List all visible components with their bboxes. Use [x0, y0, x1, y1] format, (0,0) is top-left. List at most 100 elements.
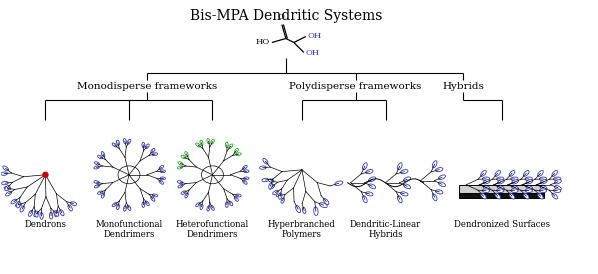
Text: Dendrons: Dendrons: [25, 219, 66, 229]
Ellipse shape: [185, 152, 188, 157]
Ellipse shape: [509, 193, 515, 199]
Ellipse shape: [260, 166, 266, 169]
Ellipse shape: [539, 177, 547, 181]
Ellipse shape: [34, 211, 38, 217]
Ellipse shape: [481, 193, 486, 199]
Ellipse shape: [398, 196, 402, 203]
Bar: [459, 185, 544, 193]
Ellipse shape: [20, 206, 25, 212]
Ellipse shape: [211, 206, 214, 210]
Ellipse shape: [94, 181, 99, 184]
Ellipse shape: [495, 193, 501, 199]
Ellipse shape: [142, 202, 145, 207]
Ellipse shape: [526, 185, 533, 190]
Ellipse shape: [314, 207, 318, 215]
Ellipse shape: [279, 193, 282, 199]
Ellipse shape: [97, 191, 103, 194]
Ellipse shape: [324, 199, 329, 205]
Ellipse shape: [3, 166, 8, 171]
Ellipse shape: [281, 198, 285, 203]
Ellipse shape: [512, 179, 518, 184]
Text: Bis-MPA Dendritic Systems: Bis-MPA Dendritic Systems: [190, 9, 382, 23]
Ellipse shape: [200, 140, 203, 145]
Ellipse shape: [483, 189, 490, 192]
Ellipse shape: [229, 201, 233, 206]
Ellipse shape: [71, 202, 77, 206]
Ellipse shape: [525, 177, 532, 181]
Ellipse shape: [435, 190, 443, 194]
Ellipse shape: [178, 166, 183, 169]
Ellipse shape: [270, 184, 274, 189]
Ellipse shape: [101, 193, 105, 198]
Text: Polydisperse frameworks: Polydisperse frameworks: [289, 82, 422, 91]
Ellipse shape: [366, 192, 373, 196]
Ellipse shape: [50, 212, 53, 219]
Ellipse shape: [362, 196, 367, 203]
Ellipse shape: [538, 193, 543, 199]
Ellipse shape: [145, 201, 150, 206]
Ellipse shape: [196, 203, 200, 207]
Ellipse shape: [5, 191, 11, 196]
Ellipse shape: [1, 172, 7, 175]
Ellipse shape: [54, 210, 58, 217]
Ellipse shape: [401, 170, 408, 174]
Ellipse shape: [34, 211, 39, 217]
Ellipse shape: [94, 166, 99, 169]
Ellipse shape: [362, 163, 367, 170]
Ellipse shape: [152, 153, 158, 156]
Ellipse shape: [4, 187, 11, 190]
Ellipse shape: [5, 185, 10, 191]
Ellipse shape: [151, 149, 155, 153]
Ellipse shape: [123, 206, 126, 211]
Ellipse shape: [142, 142, 145, 148]
Ellipse shape: [243, 177, 249, 180]
Ellipse shape: [225, 202, 228, 207]
Text: Hybrids: Hybrids: [442, 82, 484, 91]
Ellipse shape: [368, 184, 376, 189]
Ellipse shape: [60, 210, 64, 216]
Ellipse shape: [101, 152, 105, 157]
Ellipse shape: [368, 177, 376, 182]
Ellipse shape: [404, 177, 411, 182]
Ellipse shape: [483, 177, 490, 181]
Text: O: O: [277, 13, 284, 21]
Ellipse shape: [123, 139, 126, 144]
Ellipse shape: [159, 165, 164, 169]
Ellipse shape: [432, 194, 437, 201]
Ellipse shape: [540, 185, 547, 190]
Ellipse shape: [319, 203, 327, 208]
Ellipse shape: [229, 144, 233, 149]
Text: HO: HO: [256, 38, 270, 47]
Ellipse shape: [498, 179, 504, 184]
Ellipse shape: [335, 181, 343, 185]
Ellipse shape: [539, 189, 547, 192]
Ellipse shape: [523, 193, 529, 199]
Ellipse shape: [243, 170, 249, 173]
Ellipse shape: [269, 183, 273, 189]
Ellipse shape: [438, 175, 446, 179]
Ellipse shape: [181, 155, 186, 159]
Ellipse shape: [54, 211, 59, 216]
Ellipse shape: [554, 179, 562, 184]
Ellipse shape: [185, 193, 188, 198]
Ellipse shape: [243, 180, 247, 184]
Ellipse shape: [511, 189, 518, 192]
Ellipse shape: [160, 177, 166, 180]
Ellipse shape: [243, 165, 247, 169]
Ellipse shape: [97, 155, 103, 159]
Ellipse shape: [234, 197, 239, 201]
Ellipse shape: [178, 162, 183, 165]
Ellipse shape: [554, 185, 562, 190]
Ellipse shape: [525, 189, 532, 192]
Ellipse shape: [398, 163, 402, 170]
Ellipse shape: [498, 185, 504, 190]
Text: Monodisperse frameworks: Monodisperse frameworks: [77, 82, 217, 91]
Ellipse shape: [207, 139, 210, 144]
Ellipse shape: [127, 139, 131, 144]
Ellipse shape: [2, 181, 8, 185]
Ellipse shape: [538, 170, 543, 176]
Ellipse shape: [262, 178, 269, 182]
Ellipse shape: [118, 166, 140, 184]
Ellipse shape: [303, 207, 306, 213]
Ellipse shape: [145, 144, 150, 149]
